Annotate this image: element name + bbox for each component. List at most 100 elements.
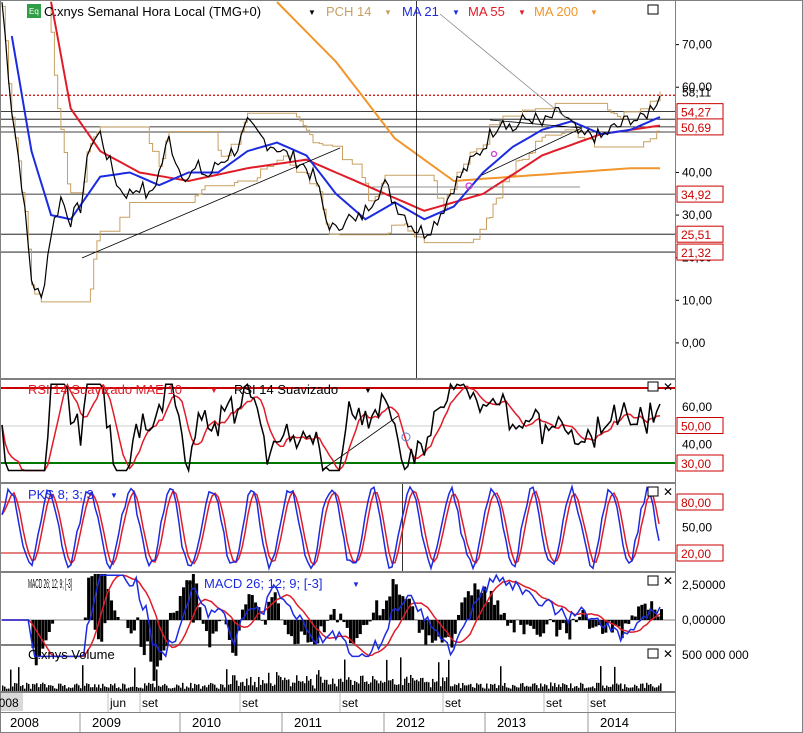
- pks-level-label: 20,00: [681, 547, 711, 561]
- rsi-legend-1-dropdown-icon[interactable]: ▼: [210, 386, 218, 395]
- macd-legend-2[interactable]: MACD 26; 12; 9; [-3]: [204, 576, 323, 591]
- volume-bar: [554, 683, 556, 691]
- symbol-icon[interactable]: [27, 4, 41, 18]
- price-axis-label: 60,00: [682, 80, 712, 94]
- macd-histogram-bar: [155, 620, 159, 667]
- macd-histogram-bar: [244, 604, 248, 620]
- macd-histogram-bar: [214, 620, 218, 632]
- macd-histogram-bar: [401, 596, 405, 620]
- pks-close-icon[interactable]: ✕: [663, 485, 673, 499]
- macd-histogram-bar: [362, 620, 366, 626]
- rsi-maximize-icon[interactable]: [647, 381, 659, 392]
- macd-histogram-bar: [466, 591, 470, 620]
- macd-histogram-bar: [623, 620, 627, 624]
- macd-histogram-bar: [388, 596, 392, 620]
- volume-maximize-icon[interactable]: [647, 648, 659, 659]
- rsi-close-icon[interactable]: ✕: [663, 380, 673, 394]
- month-label: set: [546, 696, 563, 710]
- volume-panel-content: C:xnys Volume ✕: [2, 647, 673, 691]
- volume-bar: [218, 688, 220, 691]
- macd-histogram-bar: [594, 620, 598, 627]
- volume-bar: [144, 683, 146, 691]
- pks-legend[interactable]: PKS 8; 3; 3: [28, 487, 94, 502]
- legend-ma200[interactable]: MA 200: [534, 4, 578, 19]
- volume-bar: [360, 675, 362, 691]
- volume-close-icon[interactable]: ✕: [663, 647, 673, 661]
- macd-histogram-bar: [303, 620, 307, 635]
- macd-histogram-bar: [273, 592, 277, 620]
- macd-legend-1[interactable]: MACD 26; 12; 9; [-3]: [28, 576, 72, 591]
- rsi-legend-2[interactable]: RSI 14 Suavizado: [234, 382, 338, 397]
- rsi-legend-1[interactable]: RSI 14 Suavizado MAE 10: [28, 382, 182, 397]
- macd-histogram-bar: [584, 614, 588, 620]
- volume-bar: [492, 684, 494, 691]
- legend-pch-dropdown-icon[interactable]: ▼: [384, 8, 392, 17]
- volume-bar: [654, 687, 656, 691]
- legend-pch[interactable]: PCH 14: [326, 4, 372, 19]
- price-maximize-icon[interactable]: [647, 4, 659, 15]
- volume-bar: [240, 682, 242, 691]
- volume-bar: [34, 684, 36, 691]
- legend-dropdown-icon[interactable]: ▼: [308, 8, 316, 17]
- pks-legend-dropdown-icon[interactable]: ▼: [110, 491, 118, 500]
- volume-bar: [164, 683, 166, 691]
- volume-bar: [128, 687, 130, 691]
- macd-histogram-bar: [578, 616, 582, 620]
- legend-ma200-dropdown-icon[interactable]: ▼: [590, 8, 598, 17]
- volume-bar: [516, 687, 518, 691]
- month-label: jun: [109, 696, 126, 710]
- legend-ma55-dropdown-icon[interactable]: ▼: [518, 8, 526, 17]
- volume-bar: [314, 688, 316, 691]
- ma200-line: [276, 1, 660, 183]
- volume-bar: [528, 686, 530, 691]
- macd-histogram-bar: [551, 620, 555, 623]
- macd-maximize-icon[interactable]: [647, 575, 659, 586]
- volume-bar: [66, 688, 68, 691]
- macd-histogram-bar: [185, 580, 189, 620]
- volume-bar: [46, 687, 48, 691]
- volume-bar: [348, 677, 350, 691]
- volume-bar: [476, 683, 478, 691]
- macd-legend-2-dropdown-icon[interactable]: ▼: [352, 580, 360, 589]
- macd-histogram-bar: [106, 588, 110, 620]
- legend-ma55[interactable]: MA 55: [468, 4, 505, 19]
- legend-title[interactable]: C:xnys Semanal Hora Local (TMG+0): [44, 4, 261, 19]
- volume-bar: [260, 684, 262, 691]
- pks-level-box: [676, 493, 724, 511]
- volume-bar: [352, 684, 354, 691]
- volume-bar: [36, 683, 38, 691]
- macd-histogram-bar: [231, 620, 235, 653]
- macd-histogram-bar: [607, 620, 611, 622]
- volume-bar: [454, 684, 456, 691]
- macd-legend-1-dropdown-icon[interactable]: ▼: [186, 580, 194, 589]
- volume-bar: [600, 666, 602, 691]
- legend-ma21[interactable]: MA 21: [402, 4, 439, 19]
- price-level-box: [676, 243, 724, 261]
- volume-bar: [286, 679, 288, 691]
- volume-bar: [336, 686, 338, 691]
- volume-bar: [502, 685, 504, 691]
- macd-close-icon[interactable]: ✕: [663, 574, 673, 588]
- volume-bar: [494, 683, 496, 691]
- rsi-legend-2-dropdown-icon[interactable]: ▼: [364, 386, 372, 395]
- price-axis-label: 30,00: [682, 208, 712, 222]
- volume-bar: [340, 678, 342, 691]
- volume-bar: [498, 685, 500, 691]
- volume-legend[interactable]: C:xnys Volume: [28, 647, 115, 662]
- volume-bar: [316, 674, 318, 691]
- volume-bar: [418, 681, 420, 691]
- legend-ma21-dropdown-icon[interactable]: ▼: [452, 8, 460, 17]
- macd-histogram-bar: [417, 620, 421, 633]
- macd-histogram-bar: [391, 579, 395, 620]
- volume-bar: [402, 685, 404, 691]
- volume-bar: [388, 680, 390, 691]
- volume-bar: [506, 687, 508, 691]
- volume-bar: [532, 683, 534, 691]
- volume-bar: [310, 678, 312, 691]
- macd-histogram-bar: [640, 604, 644, 620]
- price-axis: 70,0060,0040,0030,0020,0010,000,0058,115…: [675, 38, 724, 350]
- volume-bar: [646, 682, 648, 691]
- pks-maximize-icon[interactable]: [647, 486, 659, 497]
- volume-bar: [322, 682, 324, 691]
